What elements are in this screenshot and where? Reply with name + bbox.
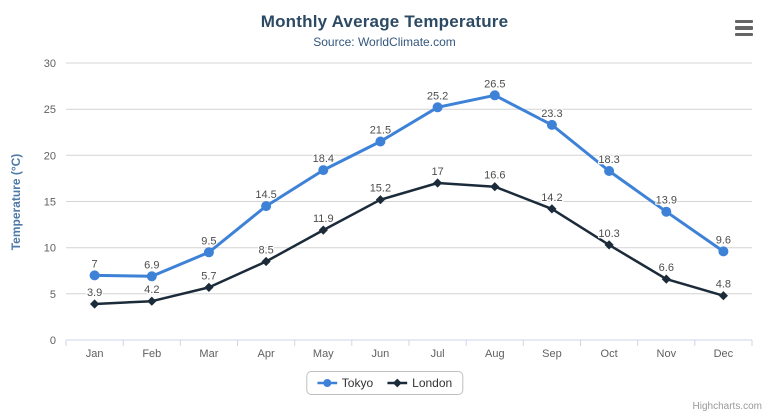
x-tick-label: Jun bbox=[372, 348, 390, 360]
london-series-symbol bbox=[387, 378, 408, 388]
legend-label-london: London bbox=[412, 376, 453, 390]
data-point-tokyo[interactable] bbox=[489, 90, 500, 101]
data-point-tokyo[interactable] bbox=[261, 201, 272, 212]
data-point-tokyo[interactable] bbox=[718, 246, 729, 257]
y-axis-title: Temperature (°C) bbox=[9, 154, 23, 251]
data-label: 17 bbox=[431, 166, 443, 178]
series-tokyo: 7 6.9 9.5 14.5 18.4 21.5 25.2 26.5 23.3 18.3 13.9 9… bbox=[89, 77, 732, 282]
x-tick-label: May bbox=[313, 348, 334, 360]
legend-item-london[interactable]: London bbox=[387, 376, 452, 390]
data-label: 14.5 bbox=[255, 189, 276, 201]
data-point-london[interactable] bbox=[661, 274, 671, 284]
data-label: 6.6 bbox=[659, 262, 674, 274]
data-point-london[interactable] bbox=[433, 178, 443, 188]
x-tick-label: Feb bbox=[142, 348, 161, 360]
y-tick-label: 30 bbox=[44, 58, 56, 70]
x-tick-label: Dec bbox=[714, 348, 734, 360]
chart-title: Monthly Average Temperature bbox=[260, 12, 509, 31]
y-tick-label: 20 bbox=[44, 150, 56, 162]
y-tick-label: 15 bbox=[44, 197, 56, 209]
legend-item-tokyo[interactable]: Tokyo bbox=[316, 376, 374, 390]
data-label: 15.2 bbox=[370, 183, 391, 195]
data-label: 3.9 bbox=[87, 287, 102, 299]
data-label: 14.2 bbox=[541, 192, 562, 204]
data-label: 23.3 bbox=[541, 108, 562, 120]
chart-subtitle: Source: WorldClimate.com bbox=[313, 35, 456, 49]
data-label: 26.5 bbox=[484, 78, 505, 90]
data-label: 18.4 bbox=[313, 153, 334, 165]
data-label: 25.2 bbox=[427, 90, 448, 102]
data-point-tokyo[interactable] bbox=[432, 102, 443, 113]
y-tick-label: 25 bbox=[44, 104, 56, 116]
x-tick-label: Sep bbox=[542, 348, 562, 360]
tokyo-series-symbol bbox=[316, 379, 337, 387]
hamburger-icon bbox=[735, 20, 753, 24]
y-tick-label: 5 bbox=[50, 289, 56, 301]
data-label: 13.9 bbox=[656, 195, 677, 207]
data-label: 7 bbox=[92, 258, 98, 270]
data-label: 16.6 bbox=[484, 170, 505, 182]
x-tick-label: Jan bbox=[86, 348, 104, 360]
x-tick-label: Mar bbox=[199, 348, 218, 360]
data-point-london[interactable] bbox=[204, 282, 214, 292]
series-london: 3.9 4.2 5.7 8.5 11.9 15.2 17 16.6 14.2 10.3 6.6 4.8 bbox=[86, 165, 732, 309]
data-point-london[interactable] bbox=[318, 225, 328, 235]
x-tick-label: Nov bbox=[657, 348, 677, 360]
data-label: 18.3 bbox=[598, 154, 619, 166]
legend: Tokyo London bbox=[305, 371, 464, 395]
y-axis-labels: 0 5 10 15 20 25 30 bbox=[44, 58, 56, 347]
data-label: 6.9 bbox=[144, 259, 159, 271]
data-point-tokyo[interactable] bbox=[661, 206, 672, 217]
data-point-tokyo[interactable] bbox=[89, 270, 100, 281]
data-point-tokyo[interactable] bbox=[318, 165, 329, 176]
export-menu-button[interactable] bbox=[735, 20, 753, 36]
x-tick-label: Oct bbox=[601, 348, 618, 360]
data-label: 21.5 bbox=[370, 125, 391, 137]
data-point-london[interactable] bbox=[261, 256, 271, 267]
y-tick-label: 0 bbox=[50, 335, 56, 347]
data-label: 11.9 bbox=[313, 213, 334, 225]
data-point-london[interactable] bbox=[604, 240, 614, 250]
y-tick-label: 10 bbox=[44, 243, 56, 255]
data-point-london[interactable] bbox=[490, 182, 500, 192]
data-point-london[interactable] bbox=[718, 291, 728, 301]
y-gridlines bbox=[66, 62, 752, 341]
data-point-tokyo[interactable] bbox=[604, 166, 615, 176]
data-label: 9.6 bbox=[716, 234, 731, 246]
x-tick-label: Aug bbox=[485, 348, 505, 360]
data-label: 4.8 bbox=[716, 279, 731, 291]
data-point-tokyo[interactable] bbox=[203, 247, 214, 258]
data-point-london[interactable] bbox=[547, 204, 557, 214]
x-axis-labels: Jan Feb Mar Apr May Jun Jul Aug Sep Oct Nov Dec bbox=[86, 348, 734, 360]
data-point-tokyo[interactable] bbox=[375, 136, 386, 147]
data-label: 9.5 bbox=[201, 235, 216, 247]
x-axis bbox=[65, 339, 753, 346]
data-label: 8.5 bbox=[258, 245, 273, 257]
x-tick-label: Apr bbox=[258, 348, 275, 360]
hamburger-icon bbox=[735, 32, 753, 36]
data-label: 10.3 bbox=[598, 228, 619, 240]
x-tick-label: Jul bbox=[431, 348, 445, 360]
hamburger-icon bbox=[735, 26, 753, 30]
highcharts-credits[interactable]: Highcharts.com bbox=[692, 401, 762, 412]
data-point-tokyo[interactable] bbox=[146, 271, 157, 282]
legend-label-tokyo: Tokyo bbox=[341, 376, 374, 390]
data-label: 5.7 bbox=[201, 270, 216, 282]
data-label: 4.2 bbox=[144, 284, 159, 296]
data-point-london[interactable] bbox=[375, 195, 385, 205]
data-point-tokyo[interactable] bbox=[546, 119, 557, 130]
data-point-london[interactable] bbox=[147, 296, 157, 306]
data-point-london[interactable] bbox=[90, 299, 100, 309]
